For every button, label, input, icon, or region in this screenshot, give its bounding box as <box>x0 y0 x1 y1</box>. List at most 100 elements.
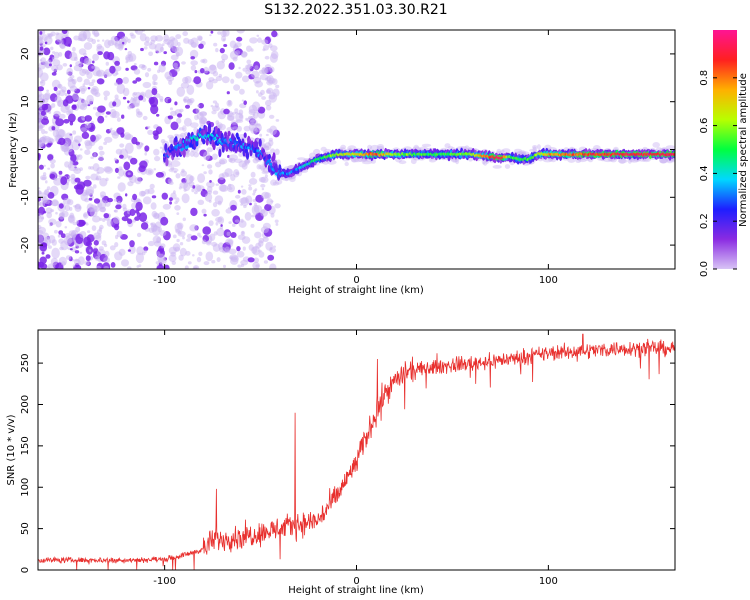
spectrogram-blob <box>254 202 257 206</box>
spectrogram-blob <box>92 163 100 172</box>
spectrogram-blob <box>144 72 150 78</box>
spectrogram-blob <box>248 184 252 187</box>
spectrogram-blob <box>232 223 236 227</box>
spectrogram-blob <box>140 222 149 230</box>
spectrogram-blob <box>216 60 225 70</box>
spectrogram-blob <box>92 60 95 64</box>
snr-y-ticks: 0 50 100 150 200 250 <box>20 354 675 573</box>
spectrogram-blob <box>111 111 120 119</box>
spectrogram-blob <box>38 141 41 147</box>
spectrogram-blob <box>179 108 184 113</box>
spectrogram-blob <box>92 53 99 61</box>
spectrogram-blob <box>218 173 225 181</box>
spectrogram-blob <box>112 101 117 107</box>
spectrogram-blob <box>135 201 143 211</box>
spectrogram-blob <box>236 251 245 258</box>
spectrogram-blob <box>149 183 155 190</box>
spectrogram-blob <box>150 202 157 210</box>
spectrogram-blob <box>211 260 216 264</box>
spectrogram-blob <box>54 177 58 181</box>
spectrogram-blob <box>41 129 46 135</box>
spectrogram-blob <box>48 110 52 114</box>
spectrogram-blob <box>129 240 135 248</box>
spectrogram-blob <box>39 136 46 144</box>
spectrogram-blob <box>92 106 98 110</box>
spectrogram-blob <box>38 206 46 216</box>
spectrogram-blob <box>206 147 213 153</box>
spectrogram-blob <box>65 255 72 260</box>
colorbar: 0.0 0.2 0.4 0.6 0.8 Normalized spectral ampl… <box>699 30 749 277</box>
spectrogram-blob <box>198 43 204 49</box>
spectrogram-blob <box>66 89 71 95</box>
spectrogram-blob <box>185 174 194 185</box>
spectrogram-blob <box>233 84 241 91</box>
spectrogram-blob <box>362 161 372 165</box>
spectrogram-blob <box>38 44 41 48</box>
spectrogram-blob <box>117 176 121 179</box>
spectrogram-blob <box>86 241 92 247</box>
spectrogram-blob <box>124 142 134 154</box>
spectrogram-blob <box>158 64 166 73</box>
spectrogram-y-ticks: -20 -10 0 10 20 <box>20 48 675 253</box>
spectrogram-blob <box>111 131 119 139</box>
spectrogram-blob <box>116 230 123 238</box>
spectrogram-blob <box>109 65 116 74</box>
spectrogram-blob <box>142 81 152 89</box>
spectrogram-blob <box>147 240 155 247</box>
spectrogram-blob <box>57 234 61 238</box>
spectrogram-blob <box>118 168 125 177</box>
spectrogram-blob <box>144 41 150 47</box>
spectrogram-blob <box>168 181 174 186</box>
spectrogram-blob <box>504 164 511 169</box>
spectrogram-blob <box>60 176 68 186</box>
spectrogram-blob <box>144 152 147 156</box>
spectrogram-blob <box>140 47 144 52</box>
spectrogram-blob <box>483 160 488 166</box>
spectrogram-blob <box>275 222 279 226</box>
spectrogram-blob <box>236 36 243 42</box>
spectrogram-blob <box>39 201 46 207</box>
spectrogram-blob <box>75 220 79 224</box>
spectrogram-blob <box>48 63 52 67</box>
spectrogram-blob <box>170 166 175 171</box>
spectrogram-blob <box>142 97 147 103</box>
spectrogram-blob <box>256 34 260 37</box>
spectrogram-blob <box>258 177 266 183</box>
spectrogram-blob <box>264 203 272 212</box>
spectrogram-blob <box>250 70 260 79</box>
spectrogram-blob <box>114 242 119 248</box>
spectrogram-blob <box>235 119 244 123</box>
spectrogram-blob <box>120 132 125 138</box>
spectrogram-blob <box>252 157 259 164</box>
spectrogram-blob <box>262 222 271 230</box>
spectrogram-blob <box>250 171 256 178</box>
spectrogram-blob <box>202 188 206 192</box>
spectrogram-blob <box>55 211 58 215</box>
spectrogram-blob <box>67 178 71 181</box>
spectrogram-blob <box>236 30 245 34</box>
spectrogram-blob <box>44 188 50 195</box>
spectrogram-blob <box>145 168 154 176</box>
spectrogram-blob <box>265 89 271 94</box>
spectrogram-blob <box>118 248 126 256</box>
spectrogram-blob <box>259 133 263 137</box>
spectrogram-ridge-cell <box>195 140 199 147</box>
snr-y-label: SNR (10 * v/v) <box>6 414 17 485</box>
spectrogram-blob <box>142 115 148 121</box>
spectrogram-blob <box>211 79 218 84</box>
spectrogram-blob <box>152 74 158 82</box>
spectrogram-blob <box>217 123 226 131</box>
spectrogram-ridge-cell <box>227 130 231 137</box>
spectrogram-blob <box>103 51 111 60</box>
spectrogram-blob <box>642 146 648 151</box>
spectrogram-blob <box>270 200 274 203</box>
spectrogram-blob <box>189 224 198 232</box>
spectrogram-blob <box>50 46 54 51</box>
spectrogram-blob <box>73 64 83 72</box>
spectrogram-blob <box>204 192 213 202</box>
spectrogram-blob <box>447 146 454 150</box>
spectrogram-blob <box>212 153 218 160</box>
spectrogram-blob <box>77 256 85 266</box>
spectrogram-blob <box>275 119 280 122</box>
spectrogram-blob <box>74 250 80 254</box>
